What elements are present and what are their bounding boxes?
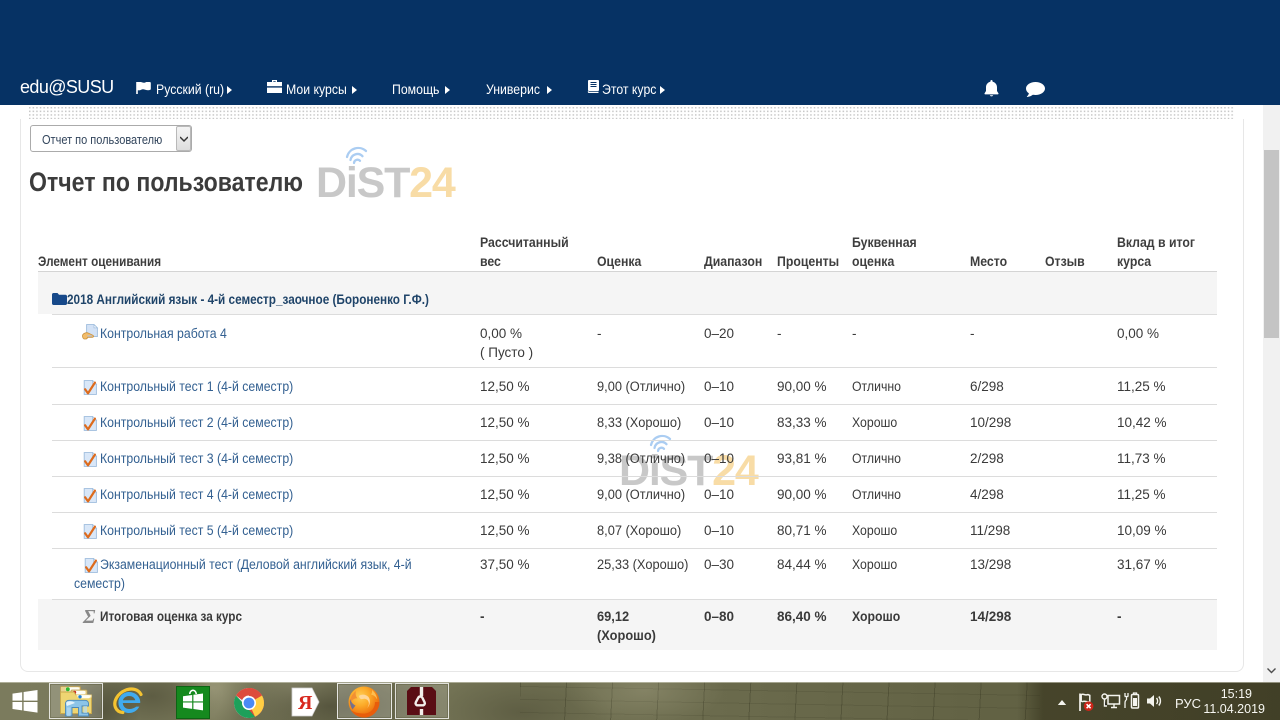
svg-text:Я: Я <box>298 692 313 714</box>
